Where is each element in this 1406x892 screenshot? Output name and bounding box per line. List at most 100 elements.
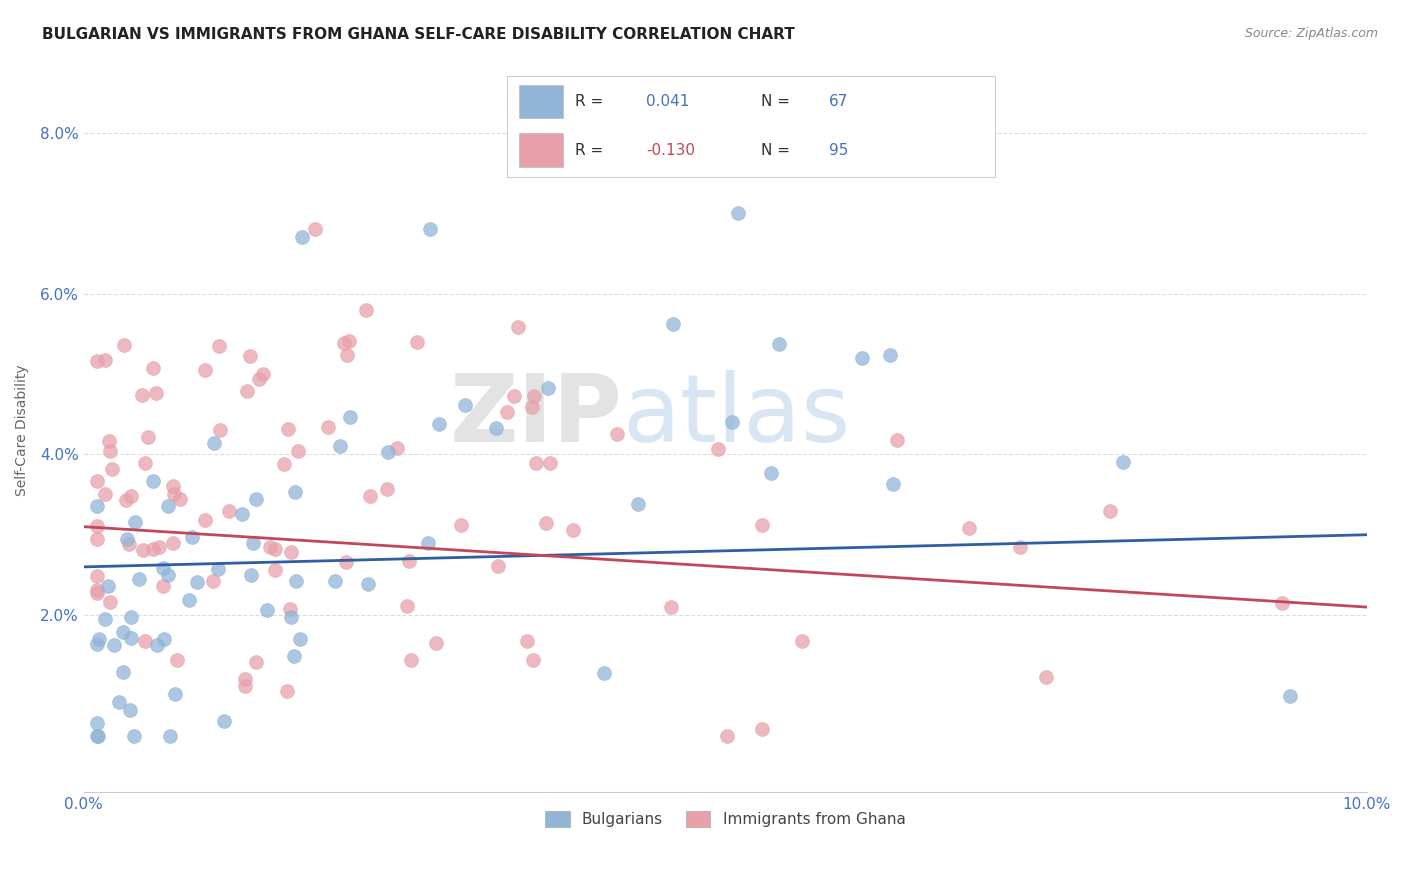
- Point: [387, 441, 409, 455]
- Point: [354, 302, 377, 317]
- Point: [284, 484, 307, 499]
- Point: [142, 360, 165, 375]
- Point: [86, 353, 108, 368]
- Point: [131, 388, 153, 402]
- Point: [879, 348, 901, 362]
- Point: [606, 426, 628, 441]
- Point: [179, 592, 201, 607]
- Point: [120, 610, 142, 624]
- Point: [120, 703, 142, 717]
- Point: [86, 637, 108, 651]
- Point: [94, 612, 117, 626]
- Point: [768, 337, 790, 351]
- Point: [159, 729, 181, 743]
- Point: [239, 349, 262, 363]
- Point: [288, 632, 311, 647]
- Point: [103, 638, 125, 652]
- Point: [181, 530, 204, 544]
- Point: [208, 423, 231, 437]
- Point: [287, 444, 309, 458]
- Point: [259, 541, 281, 555]
- Point: [156, 499, 179, 513]
- Point: [707, 442, 730, 456]
- Point: [101, 462, 124, 476]
- Point: [247, 372, 270, 386]
- Point: [86, 532, 108, 546]
- Point: [534, 516, 557, 530]
- Point: [716, 729, 738, 743]
- Point: [496, 405, 519, 419]
- Point: [418, 536, 440, 550]
- Point: [537, 381, 560, 395]
- Point: [166, 653, 188, 667]
- Point: [136, 430, 159, 444]
- Point: [561, 523, 583, 537]
- Point: [86, 519, 108, 533]
- Point: [245, 655, 267, 669]
- Point: [339, 409, 361, 424]
- Point: [485, 421, 508, 435]
- Point: [1035, 670, 1057, 684]
- Point: [377, 445, 399, 459]
- Point: [882, 477, 904, 491]
- Point: [263, 563, 285, 577]
- Point: [86, 729, 108, 743]
- Point: [522, 653, 544, 667]
- Point: [112, 338, 135, 352]
- Point: [132, 543, 155, 558]
- Point: [117, 536, 139, 550]
- Point: [751, 517, 773, 532]
- Point: [208, 339, 231, 353]
- Point: [134, 633, 156, 648]
- Point: [520, 401, 543, 415]
- Point: [214, 714, 236, 728]
- Point: [163, 687, 186, 701]
- Point: [508, 320, 530, 334]
- Point: [323, 574, 346, 589]
- Point: [152, 579, 174, 593]
- Point: [283, 648, 305, 663]
- Legend: Bulgarians, Immigrants from Ghana: Bulgarians, Immigrants from Ghana: [537, 804, 912, 835]
- Point: [93, 352, 115, 367]
- Point: [335, 555, 357, 569]
- Point: [277, 422, 299, 436]
- Point: [425, 635, 447, 649]
- Point: [233, 672, 256, 686]
- Point: [152, 561, 174, 575]
- Point: [162, 479, 184, 493]
- Y-axis label: Self-Care Disability: Self-Care Disability: [15, 365, 30, 496]
- Point: [285, 574, 308, 589]
- Point: [194, 513, 217, 527]
- Point: [194, 363, 217, 377]
- Point: [1008, 540, 1031, 554]
- Point: [406, 334, 429, 349]
- Point: [538, 456, 561, 470]
- Point: [523, 388, 546, 402]
- Point: [111, 625, 134, 640]
- Point: [329, 439, 352, 453]
- Point: [186, 574, 208, 589]
- Point: [122, 729, 145, 743]
- Point: [115, 493, 138, 508]
- Point: [169, 491, 191, 506]
- Point: [395, 599, 418, 613]
- Point: [727, 206, 749, 220]
- Point: [280, 610, 302, 624]
- Point: [145, 386, 167, 401]
- Point: [86, 716, 108, 731]
- Point: [339, 334, 361, 348]
- Point: [242, 535, 264, 549]
- Point: [97, 579, 120, 593]
- Point: [263, 542, 285, 557]
- Point: [124, 515, 146, 529]
- Point: [148, 540, 170, 554]
- Point: [377, 483, 399, 497]
- Point: [146, 638, 169, 652]
- Text: Source: ZipAtlas.com: Source: ZipAtlas.com: [1244, 27, 1378, 40]
- Text: BULGARIAN VS IMMIGRANTS FROM GHANA SELF-CARE DISABILITY CORRELATION CHART: BULGARIAN VS IMMIGRANTS FROM GHANA SELF-…: [42, 27, 794, 42]
- Text: atlas: atlas: [623, 370, 851, 462]
- Point: [218, 504, 240, 518]
- Point: [86, 586, 108, 600]
- Point: [120, 489, 142, 503]
- Point: [86, 568, 108, 582]
